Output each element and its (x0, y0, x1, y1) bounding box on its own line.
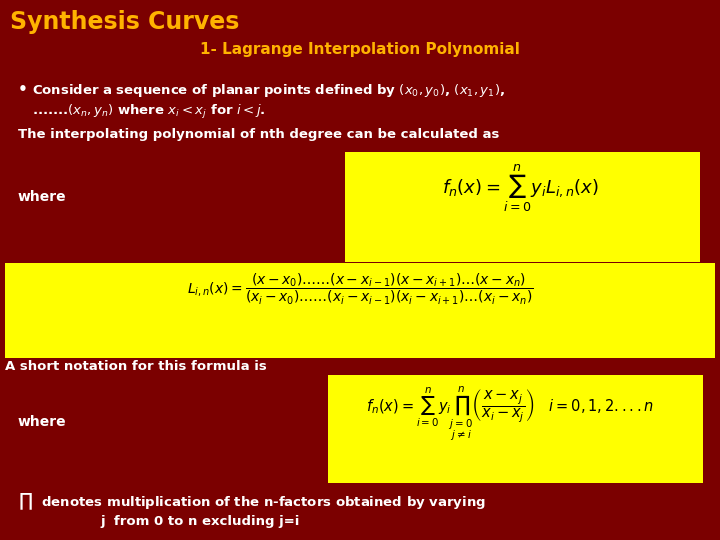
Bar (328, 375, 703, 483)
Text: Consider a sequence of planar points defined by $(x_0, y_0)$, $(x_1, y_1)$,: Consider a sequence of planar points def… (32, 82, 505, 99)
Text: •: • (18, 82, 28, 97)
Text: where: where (18, 415, 67, 429)
Text: $f_n(x) = \sum_{i=0}^{n} y_i \prod_{\substack{j=0 \\ j\neq i}}^{n} \left(\dfrac{: $f_n(x) = \sum_{i=0}^{n} y_i \prod_{\sub… (366, 384, 654, 443)
Bar (5, 263, 715, 358)
Text: 1- Lagrange Interpolation Polynomial: 1- Lagrange Interpolation Polynomial (200, 42, 520, 57)
Text: where: where (18, 190, 67, 204)
Text: .......$( x_n, y_n)$ where $x_i < x_j$ for $i < j$.: .......$( x_n, y_n)$ where $x_i < x_j$ f… (32, 103, 266, 121)
Text: A short notation for this formula is: A short notation for this formula is (5, 360, 266, 373)
Text: j  from 0 to n excluding j=i: j from 0 to n excluding j=i (100, 515, 300, 528)
Text: The interpolating polynomial of nth degree can be calculated as: The interpolating polynomial of nth degr… (18, 128, 500, 141)
Text: Synthesis Curves: Synthesis Curves (10, 10, 239, 34)
Bar (345, 152, 700, 262)
Text: $\prod$  denotes multiplication of the n-factors obtained by varying: $\prod$ denotes multiplication of the n-… (18, 492, 486, 512)
Text: $f_n(x) = \sum_{i=0}^{n} y_i L_{i,n}(x)$: $f_n(x) = \sum_{i=0}^{n} y_i L_{i,n}(x)$ (441, 162, 598, 214)
Text: $L_{i,n}(x) = \dfrac{(x-x_0)\ldots\ldots(x-x_{i-1})(x-x_{i+1})\ldots(x-x_n)}{(x_: $L_{i,n}(x) = \dfrac{(x-x_0)\ldots\ldots… (186, 272, 534, 307)
